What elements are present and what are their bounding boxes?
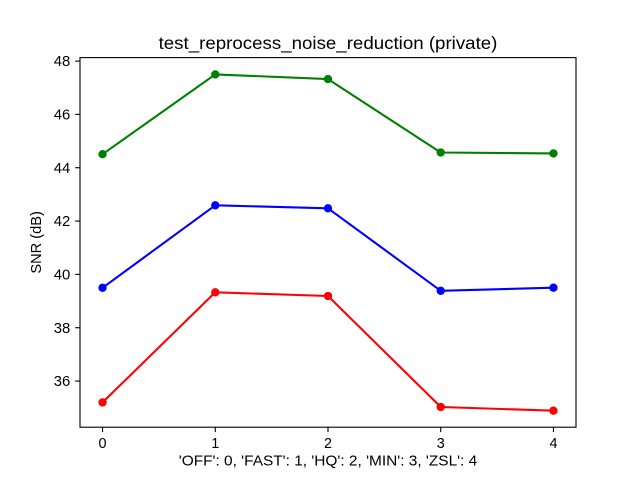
svg-text:46: 46 <box>54 107 71 123</box>
svg-text:36: 36 <box>54 374 71 390</box>
svg-text:2: 2 <box>324 436 332 452</box>
svg-text:'OFF': 0, 'FAST': 1, 'HQ': 2,: 'OFF': 0, 'FAST': 1, 'HQ': 2, 'MIN': 3, … <box>179 453 478 469</box>
svg-text:1: 1 <box>211 436 219 452</box>
svg-text:40: 40 <box>54 267 71 283</box>
svg-text:0: 0 <box>99 436 107 452</box>
svg-text:48: 48 <box>54 54 71 70</box>
svg-text:3: 3 <box>437 436 445 452</box>
svg-text:42: 42 <box>54 214 71 230</box>
svg-text:4: 4 <box>549 436 557 452</box>
svg-text:38: 38 <box>54 321 71 337</box>
svg-text:44: 44 <box>54 161 71 177</box>
svg-text:SNR (dB): SNR (dB) <box>29 211 45 274</box>
svg-text:test_reprocess_noise_reduction: test_reprocess_noise_reduction (private) <box>159 33 498 53</box>
